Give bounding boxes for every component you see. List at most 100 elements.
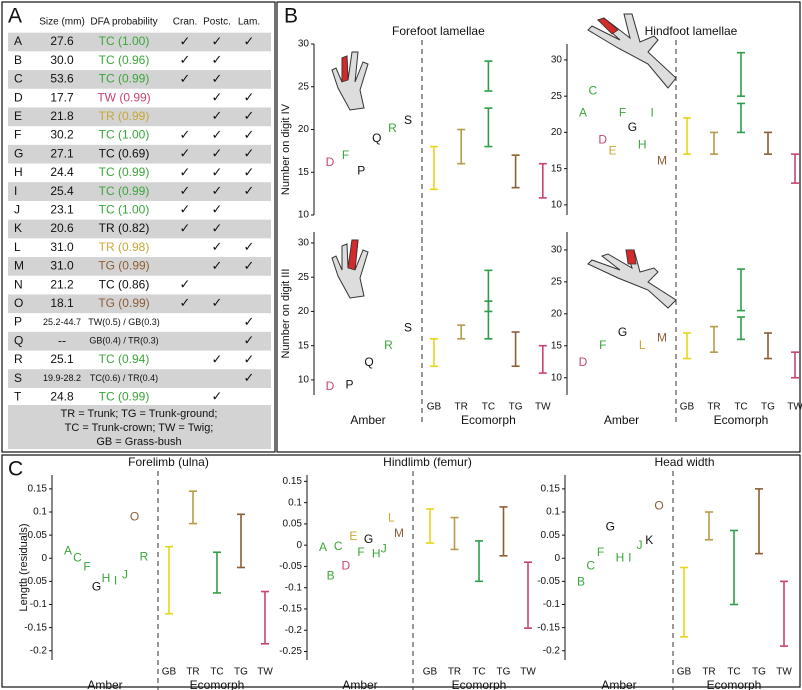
- error-bar: [737, 51, 745, 97]
- dfa: TG (0.99): [98, 296, 149, 310]
- amber-point: H: [638, 138, 647, 152]
- row-id: C: [14, 72, 23, 86]
- check: ✓: [212, 146, 223, 161]
- y-tick-label: 20: [298, 124, 310, 135]
- error-bar: [705, 511, 713, 541]
- x-axis-label: Amber: [604, 413, 639, 427]
- row-shade: [8, 294, 271, 314]
- check: ✓: [244, 258, 255, 273]
- amber-point: G: [628, 120, 637, 134]
- size: 25.4: [50, 184, 74, 198]
- check: ✓: [244, 333, 255, 348]
- amber-point: Q: [372, 131, 381, 145]
- y-tick-label: -0.1: [30, 599, 48, 610]
- panel-c-frame: [1, 454, 801, 688]
- amber-point: O: [654, 499, 663, 513]
- foot-icon: [331, 239, 369, 299]
- dfa: TC (0.86): [99, 277, 150, 291]
- error-bar: [737, 316, 745, 341]
- amber-point: E: [349, 529, 357, 543]
- size: 18.1: [50, 296, 74, 310]
- amber-point: P: [345, 378, 353, 392]
- check: ✓: [212, 183, 223, 198]
- y-tick-label: 0.1: [288, 497, 302, 508]
- size: --: [58, 333, 66, 347]
- dfa: TC (0.99): [99, 165, 150, 179]
- amber-point: M: [657, 330, 667, 344]
- row-shade: [8, 219, 271, 239]
- size: 19.9-28.2: [43, 373, 81, 383]
- error-bar: [791, 351, 799, 379]
- error-bar: [511, 154, 520, 189]
- x-tick-label: TR: [186, 667, 199, 678]
- dfa: TC (1.00): [99, 202, 150, 216]
- row-id: T: [14, 389, 22, 403]
- row-id: H: [14, 165, 23, 179]
- x-axis-label: Amber: [350, 413, 385, 427]
- check: ✓: [244, 33, 255, 48]
- amber-point: K: [645, 533, 653, 547]
- x-tick-label: TW: [787, 402, 802, 413]
- check: ✓: [244, 127, 255, 142]
- size: 30.0: [50, 53, 74, 67]
- amber-point: A: [579, 106, 587, 120]
- row-id: S: [14, 371, 22, 385]
- x-tick-label: TR: [707, 402, 720, 413]
- y-tick-label: 25: [551, 276, 563, 287]
- amber-point: I: [114, 574, 117, 588]
- amber-point: F: [83, 560, 90, 574]
- amber-point: F: [619, 106, 626, 120]
- chart-title: Forefoot lamellae: [392, 24, 485, 38]
- check: ✓: [244, 314, 255, 329]
- y-tick-label: -0.05: [537, 576, 560, 587]
- dfa: TC (0.96): [99, 53, 150, 67]
- check: ✓: [180, 220, 191, 235]
- error-bar: [764, 131, 772, 155]
- y-tick-label: 20: [551, 308, 563, 319]
- amber-point: R: [384, 338, 393, 352]
- row-id: Q: [14, 333, 23, 347]
- y-tick-label: 20: [298, 306, 310, 317]
- y-tick-label: 0: [41, 553, 47, 564]
- dfa: TC (0.99): [99, 389, 150, 403]
- size: 24.8: [50, 389, 74, 403]
- check: ✓: [180, 295, 191, 310]
- size: 53.6: [50, 72, 74, 86]
- size: 23.1: [50, 202, 74, 216]
- error-bar: [213, 551, 221, 594]
- legend-line: GB = Grass-bush: [96, 436, 181, 448]
- panel-letter: C: [8, 458, 23, 481]
- error-bar: [237, 513, 245, 569]
- error-bar: [680, 566, 688, 638]
- size: 25.1: [50, 352, 74, 366]
- amber-point: H: [372, 547, 381, 561]
- amber-point: H: [102, 571, 111, 585]
- y-tick-label: 0.1: [33, 507, 47, 518]
- x-tick-label: GB: [677, 667, 692, 678]
- x-tick-label: GB: [427, 402, 442, 413]
- check: ✓: [212, 71, 223, 86]
- y-tick-label: 0.05: [541, 530, 561, 541]
- foot-icon: [331, 51, 369, 111]
- panel-letter: B: [284, 5, 298, 28]
- amber-point: L: [388, 511, 395, 525]
- y-tick-label: -0.05: [24, 576, 47, 587]
- x-tick-label: TG: [509, 402, 523, 413]
- check: ✓: [244, 90, 255, 105]
- error-bar: [511, 331, 520, 368]
- row-shade: [8, 331, 271, 351]
- check: ✓: [212, 52, 223, 67]
- dfa: TC (0.94): [99, 352, 150, 366]
- amber-point: B: [327, 568, 335, 582]
- error-bar: [538, 162, 547, 199]
- error-bar: [475, 540, 483, 583]
- dfa: GB(0.4) / TR(0.3): [89, 336, 158, 346]
- x-tick-label: TC: [472, 667, 485, 678]
- error-bar: [426, 508, 434, 544]
- row-id: L: [14, 240, 21, 254]
- amber-point: P: [357, 164, 365, 178]
- panel-a-frame: [1, 1, 276, 453]
- y-tick-label: 0.1: [546, 507, 560, 518]
- row-id: B: [14, 53, 22, 67]
- y-tick-label: 15: [551, 340, 563, 351]
